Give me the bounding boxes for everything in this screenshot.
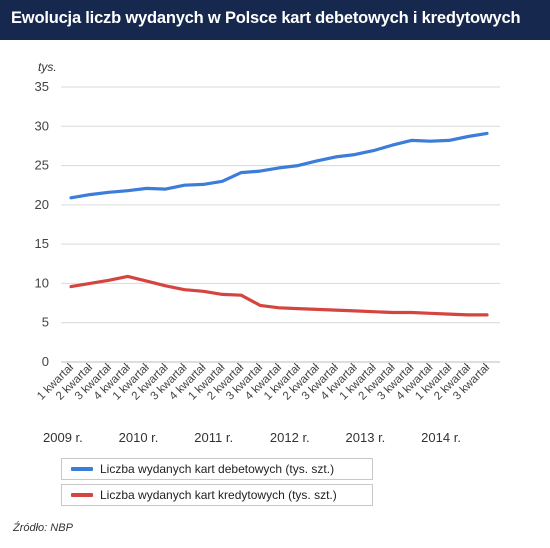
y-tick-label: 0 (42, 354, 49, 369)
year-label: 2009 r. (43, 430, 83, 445)
series-line-credit (69, 274, 489, 317)
header-bar: Ewolucja liczb wydanych w Polsce kart de… (0, 0, 550, 40)
legend-swatch-debit (71, 467, 93, 471)
y-tick-label: 25 (35, 158, 49, 173)
year-label: 2014 r. (421, 430, 461, 445)
y-tick-label: 15 (35, 236, 49, 251)
y-tick-label: 5 (42, 315, 49, 330)
year-label: 2012 r. (270, 430, 310, 445)
year-label: 2013 r. (346, 430, 386, 445)
legend-item-debit: Liczba wydanych kart debetowych (tys. sz… (61, 458, 373, 480)
legend-label-credit: Liczba wydanych kart kredytowych (tys. s… (100, 488, 337, 502)
legend-label-debit: Liczba wydanych kart debetowych (tys. sz… (100, 462, 335, 476)
y-tick-label: 10 (35, 275, 49, 290)
y-tick-label: 20 (35, 197, 49, 212)
legend-item-credit: Liczba wydanych kart kredytowych (tys. s… (61, 484, 373, 506)
series-line-debit (69, 131, 489, 200)
y-tick-label: 35 (35, 79, 49, 94)
y-axis-unit-label: tys. (38, 60, 57, 74)
y-tick-label: 30 (35, 118, 49, 133)
legend-swatch-credit (71, 493, 93, 497)
year-label: 2010 r. (119, 430, 159, 445)
year-label: 2011 r. (194, 430, 233, 445)
source-note: Źródło: NBP (13, 522, 73, 534)
chart-title: Ewolucja liczb wydanych w Polsce kart de… (11, 9, 521, 27)
